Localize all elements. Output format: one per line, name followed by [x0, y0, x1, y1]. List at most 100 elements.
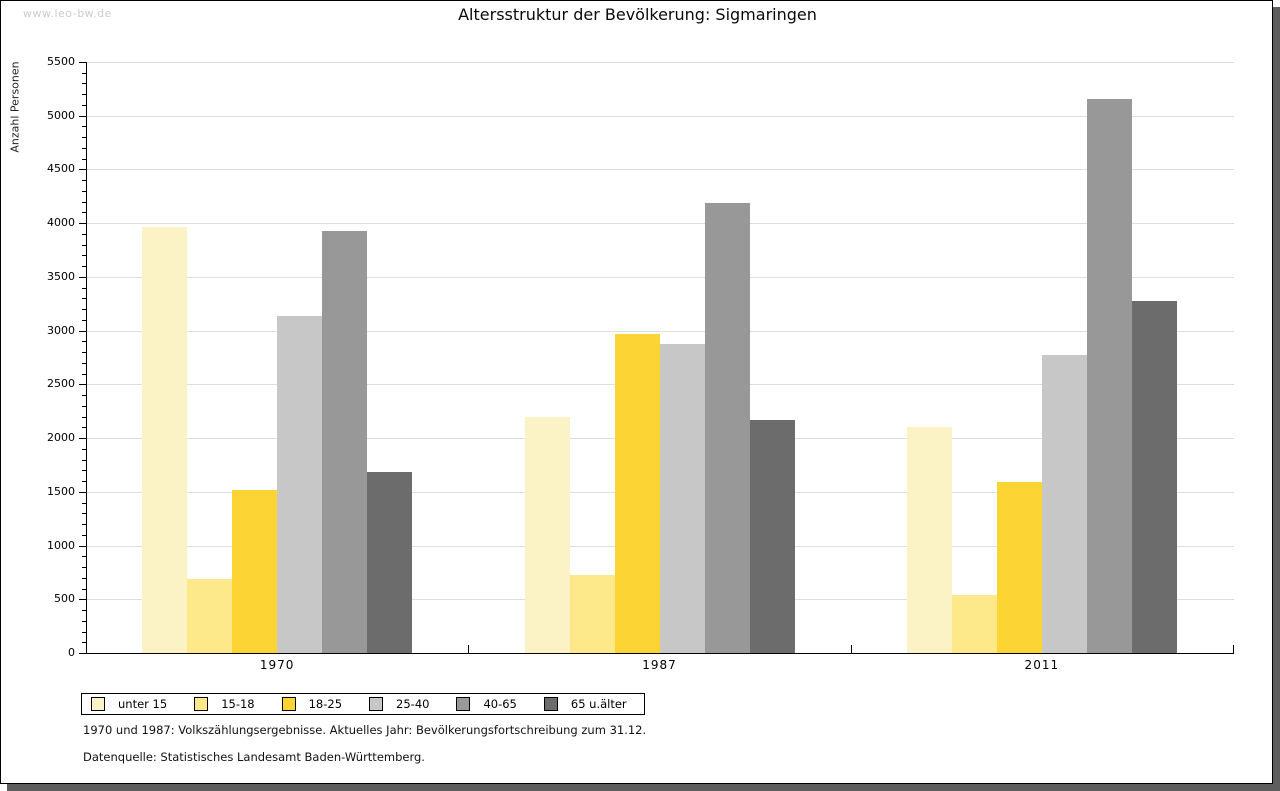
- y-minor-tick: [82, 642, 86, 644]
- y-major-tick: [79, 438, 86, 440]
- y-minor-tick: [82, 588, 86, 590]
- x-group-tick: [850, 645, 852, 653]
- y-minor-tick: [82, 481, 86, 483]
- legend-swatch-icon: [543, 697, 558, 711]
- y-minor-tick: [82, 341, 86, 343]
- y-tick-label: 3000: [47, 323, 75, 337]
- y-minor-tick: [82, 577, 86, 579]
- y-tick-label: 2500: [47, 377, 75, 391]
- bar-1970-15-18: [187, 578, 233, 653]
- y-minor-tick: [82, 362, 86, 364]
- y-minor-tick: [82, 244, 86, 246]
- legend-item: unter 15: [91, 697, 167, 711]
- y-minor-tick: [82, 147, 86, 149]
- legend-item: 65 u.älter: [543, 697, 627, 711]
- y-tick-label: 4500: [47, 162, 75, 176]
- chart-title: Altersstruktur der Bevölkerung: Sigmarin…: [458, 5, 817, 24]
- legend-label: 15-18: [221, 697, 255, 711]
- y-major-tick: [79, 599, 86, 601]
- legend-swatch-icon: [194, 697, 209, 711]
- gridline: [87, 330, 1234, 332]
- y-minor-tick: [82, 298, 86, 300]
- x-group-tick: [468, 645, 470, 653]
- y-minor-tick: [82, 395, 86, 397]
- x-category-label: 1987: [642, 658, 677, 672]
- y-minor-tick: [82, 524, 86, 526]
- y-major-tick: [79, 545, 86, 547]
- legend-swatch-icon: [281, 697, 296, 711]
- legend-label: 40-65: [483, 697, 517, 711]
- footnote-data-source: Datenquelle: Statistisches Landesamt Bad…: [83, 750, 425, 764]
- legend-label: 18-25: [308, 697, 343, 711]
- y-axis: [86, 62, 87, 654]
- y-major-tick: [79, 653, 86, 654]
- gridline: [87, 169, 1234, 171]
- y-minor-tick: [82, 266, 86, 268]
- bar-2011-18-25: [996, 482, 1042, 653]
- legend-item: 25-40: [369, 697, 429, 711]
- bar-1970-18-25: [232, 489, 278, 653]
- y-major-tick: [79, 491, 86, 493]
- y-minor-tick: [82, 287, 86, 289]
- y-minor-tick: [82, 373, 86, 375]
- y-minor-tick: [82, 416, 86, 418]
- y-minor-tick: [82, 631, 86, 633]
- y-minor-tick: [82, 83, 86, 85]
- y-minor-tick: [82, 180, 86, 182]
- y-minor-tick: [82, 309, 86, 311]
- bar-2011-unter-15: [906, 427, 952, 653]
- legend: unter 15 15-18 18-25 25-40 40-65 65 u.älter: [81, 693, 645, 715]
- y-minor-tick: [82, 72, 86, 74]
- y-major-tick: [79, 115, 86, 117]
- watermark: www.leo-bw.de: [23, 7, 112, 20]
- legend-item: 18-25: [281, 697, 343, 711]
- x-category-label: 2011: [1024, 658, 1060, 672]
- y-minor-tick: [82, 448, 86, 450]
- bar-1987-65-u.älter: [749, 419, 795, 653]
- y-minor-tick: [82, 137, 86, 139]
- y-tick-label: 5500: [47, 55, 75, 68]
- y-major-tick: [79, 223, 86, 225]
- bar-1970-65-u.älter: [367, 472, 413, 653]
- y-minor-tick: [82, 126, 86, 128]
- y-minor-tick: [82, 534, 86, 536]
- bar-1987-18-25: [614, 333, 660, 653]
- y-minor-tick: [82, 94, 86, 96]
- y-major-tick: [79, 62, 86, 63]
- legend-label: 25-40: [396, 697, 430, 711]
- bar-2011-25-40: [1041, 355, 1087, 653]
- y-tick-label: 0: [68, 646, 75, 659]
- x-axis: [86, 653, 1234, 654]
- y-minor-tick: [82, 201, 86, 203]
- y-minor-tick: [82, 255, 86, 257]
- bar-2011-15-18: [951, 594, 997, 653]
- bar-1970-40-65: [322, 230, 368, 653]
- y-minor-tick: [82, 470, 86, 472]
- y-minor-tick: [82, 233, 86, 235]
- y-minor-tick: [82, 104, 86, 106]
- y-major-tick: [79, 384, 86, 386]
- bar-1987-15-18: [569, 574, 615, 653]
- y-major-tick: [79, 330, 86, 332]
- y-minor-tick: [82, 502, 86, 504]
- y-minor-tick: [82, 556, 86, 558]
- y-tick-label: 1000: [47, 538, 75, 552]
- bar-2011-65-u.älter: [1131, 300, 1177, 653]
- y-tick-label: 3500: [47, 269, 75, 283]
- legend-swatch-icon: [91, 697, 105, 711]
- gridline: [87, 276, 1234, 278]
- bar-1970-unter-15: [142, 227, 188, 653]
- legend-item: 15-18: [194, 697, 255, 711]
- legend-swatch-icon: [456, 697, 471, 711]
- x-category-label: 1970: [259, 658, 295, 672]
- x-group-tick: [1233, 645, 1234, 653]
- y-major-tick: [79, 169, 86, 171]
- bar-1970-25-40: [277, 315, 323, 653]
- y-minor-tick: [82, 513, 86, 515]
- y-major-tick: [79, 276, 86, 278]
- gridline: [87, 223, 1234, 225]
- y-minor-tick: [82, 427, 86, 429]
- y-minor-tick: [82, 459, 86, 461]
- y-tick-label: 4000: [47, 216, 75, 230]
